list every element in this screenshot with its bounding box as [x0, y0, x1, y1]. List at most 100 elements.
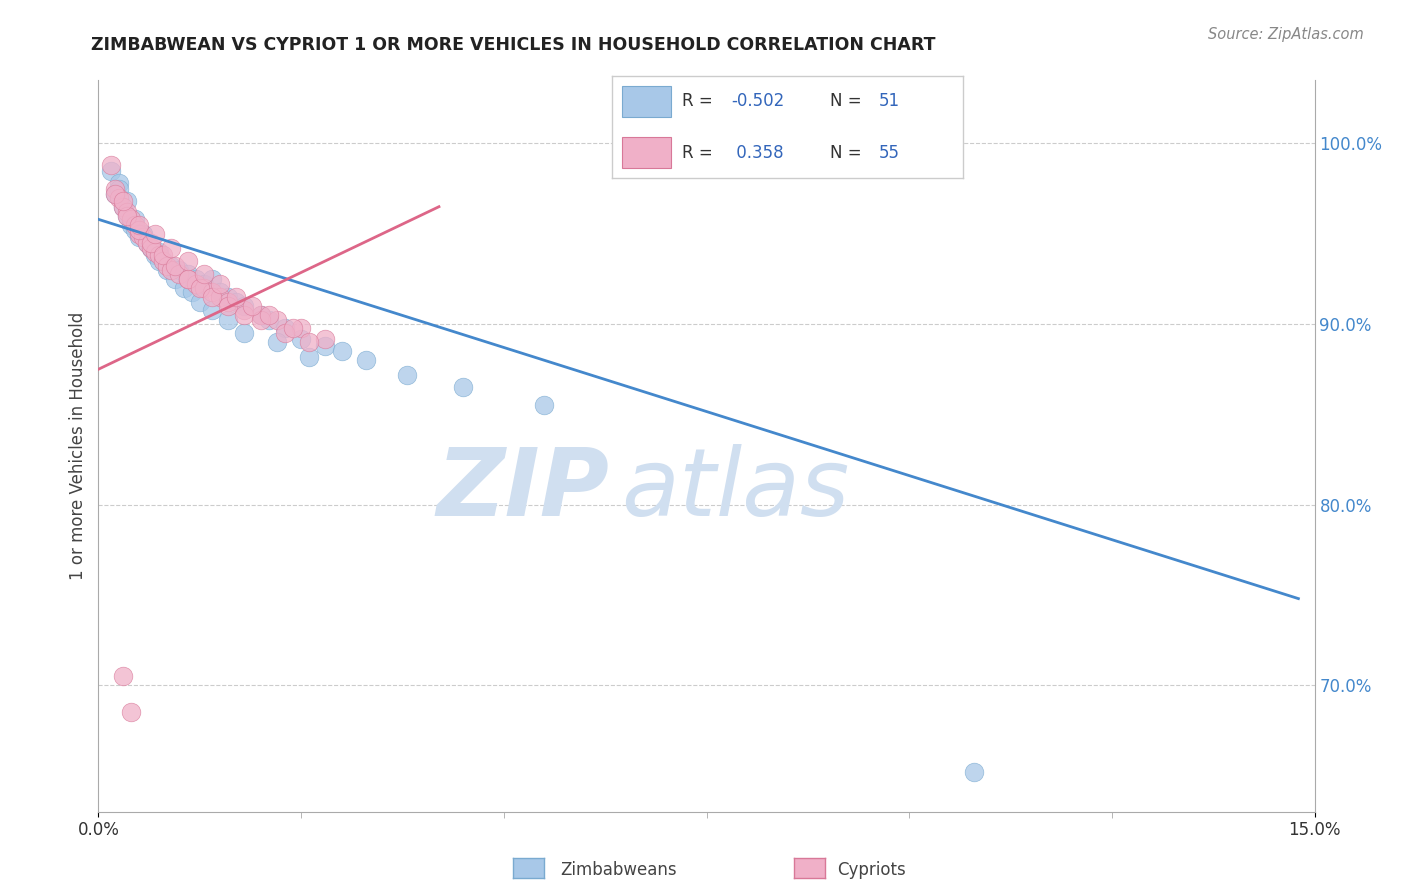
Point [209, 285, 232, 299]
Point [290, 332, 312, 346]
Text: 55: 55 [879, 144, 900, 161]
Point [104, 187, 127, 202]
Point [111, 200, 134, 214]
Point [193, 281, 215, 295]
Point [233, 299, 256, 313]
Point [107, 181, 129, 195]
Point [156, 260, 179, 274]
Point [128, 218, 150, 232]
Point [188, 281, 211, 295]
Point [314, 339, 336, 353]
Point [104, 181, 127, 195]
Point [257, 313, 280, 327]
Point [266, 313, 288, 327]
Point [124, 212, 146, 227]
Point [120, 706, 142, 720]
Point [124, 223, 146, 237]
Point [298, 335, 321, 350]
Point [148, 244, 170, 259]
Point [100, 158, 122, 172]
Point [139, 235, 162, 250]
Point [176, 253, 198, 268]
Point [184, 272, 207, 286]
Point [242, 299, 264, 313]
Point [139, 241, 162, 255]
Point [233, 326, 256, 340]
Point [152, 248, 174, 262]
Point [453, 380, 475, 394]
Point [160, 260, 183, 274]
Point [160, 241, 183, 255]
Point [107, 191, 129, 205]
Point [152, 253, 174, 268]
Point [160, 263, 183, 277]
Point [115, 209, 138, 223]
Text: Zimbabweans: Zimbabweans [561, 861, 676, 879]
Point [107, 176, 129, 190]
Point [395, 368, 418, 382]
Point [120, 212, 142, 227]
Point [128, 227, 150, 241]
Point [148, 253, 170, 268]
Point [156, 263, 179, 277]
Text: -0.502: -0.502 [731, 93, 785, 111]
Point [124, 218, 146, 232]
Point [128, 230, 150, 244]
Point [165, 272, 187, 286]
Bar [621, 87, 672, 117]
Point [201, 290, 224, 304]
Point [139, 241, 162, 255]
Text: 0.358: 0.358 [731, 144, 783, 161]
Point [193, 267, 215, 281]
Point [132, 230, 155, 244]
Point [201, 302, 224, 317]
Point [169, 267, 191, 281]
Point [188, 295, 211, 310]
Point [143, 227, 166, 241]
Point [136, 235, 159, 250]
Point [257, 308, 280, 322]
Point [249, 308, 271, 322]
Text: atlas: atlas [621, 444, 849, 535]
Text: Source: ZipAtlas.com: Source: ZipAtlas.com [1208, 27, 1364, 42]
Y-axis label: 1 or more Vehicles in Household: 1 or more Vehicles in Household [69, 312, 87, 580]
Point [128, 223, 150, 237]
Point [165, 260, 187, 274]
Point [533, 398, 555, 412]
Point [201, 285, 224, 299]
Point [354, 353, 377, 368]
Point [176, 272, 198, 286]
Point [120, 218, 142, 232]
Point [249, 313, 271, 327]
Point [139, 241, 162, 255]
Point [217, 299, 239, 313]
Point [209, 290, 232, 304]
Text: Cypriots: Cypriots [838, 861, 905, 879]
Point [217, 313, 239, 327]
Point [111, 200, 134, 214]
Point [169, 263, 191, 277]
Point [148, 248, 170, 262]
Point [180, 285, 202, 299]
Point [193, 277, 215, 292]
Point [225, 295, 247, 310]
Point [281, 320, 304, 334]
Point [274, 320, 297, 334]
Point [290, 320, 312, 334]
Text: R =: R = [682, 144, 713, 161]
Point [143, 248, 166, 262]
Point [132, 227, 155, 241]
Point [225, 290, 247, 304]
Text: N =: N = [830, 144, 860, 161]
Point [143, 244, 166, 259]
Point [266, 335, 288, 350]
Point [184, 277, 207, 292]
Text: ZIP: ZIP [436, 444, 609, 536]
Point [217, 295, 239, 310]
Point [115, 205, 138, 219]
Point [330, 344, 353, 359]
Point [111, 194, 134, 209]
Point [201, 272, 224, 286]
Point [209, 277, 232, 292]
Point [298, 350, 321, 364]
